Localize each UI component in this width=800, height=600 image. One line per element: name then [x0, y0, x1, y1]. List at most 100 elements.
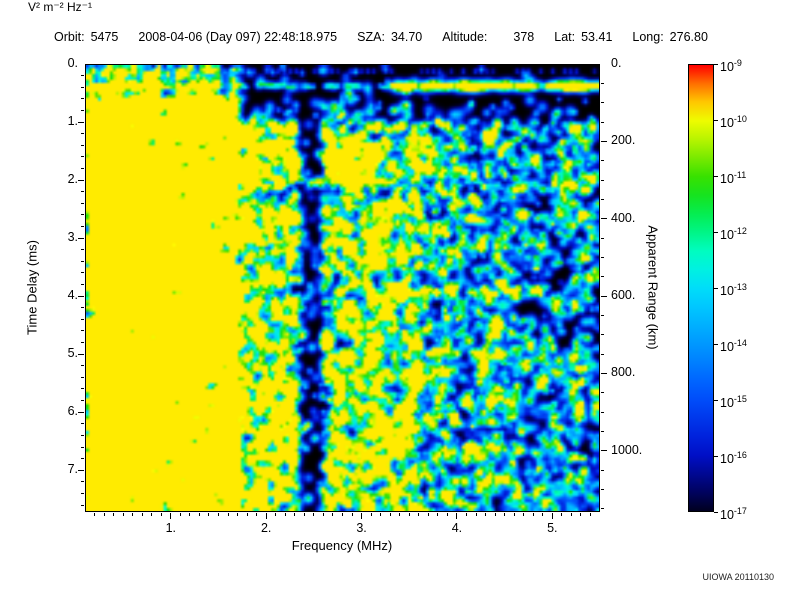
y-tick: [81, 434, 84, 436]
x-tick: [113, 513, 115, 516]
x-tick: [122, 513, 124, 516]
spectrogram-plot: [85, 64, 600, 512]
y2-tick: [601, 314, 604, 316]
x-tick: [427, 513, 429, 516]
x-tick: [151, 513, 153, 516]
y-axis-title-left: Time Delay (ms): [24, 240, 40, 335]
x-tick: [313, 513, 315, 516]
y-tick: [81, 260, 84, 262]
x-tick: [303, 513, 305, 516]
y2-tick: [601, 179, 604, 181]
colorbar-tick-label: 10-17: [720, 506, 747, 523]
y-tick: [81, 202, 84, 204]
y-tick-label: 4.: [67, 288, 78, 303]
y-tick: [81, 481, 84, 483]
x-tick: [94, 513, 96, 516]
y2-tick: [601, 121, 604, 123]
y-tick: [81, 249, 84, 251]
y2-tick: [601, 198, 604, 200]
colorbar: [688, 64, 714, 512]
y2-tick: [601, 372, 607, 374]
altitude-label: Altitude:: [442, 30, 488, 44]
x-tick: [237, 513, 239, 516]
y-tick-label: 0.: [67, 56, 78, 70]
x-tick: [589, 513, 591, 516]
y2-tick-label: 1000.: [611, 442, 643, 457]
colorbar-tick-label: 10-16: [720, 450, 747, 467]
spectrogram-canvas: [86, 65, 599, 511]
x-axis-title: Frequency (MHz): [291, 538, 393, 553]
x-tick: [256, 513, 258, 516]
y-tick: [81, 376, 84, 378]
x-tick: [361, 513, 363, 519]
colorbar-tick-label: 10-10: [720, 114, 747, 131]
y-tick: [81, 458, 84, 460]
x-tick: [418, 513, 420, 516]
colorbar-tick-label: 10-14: [720, 338, 747, 355]
y-tick: [81, 446, 84, 448]
x-tick-label: 4.: [451, 521, 463, 535]
y2-tick-label: 0.: [611, 56, 622, 70]
x-tick: [437, 513, 439, 516]
y2-tick-label: 400.: [611, 210, 636, 225]
y2-tick: [601, 237, 604, 239]
y-tick: [81, 492, 84, 494]
y-tick: [78, 237, 84, 239]
x-tick: [265, 513, 267, 519]
x-tick: [380, 513, 382, 516]
x-tick: [351, 513, 353, 516]
y2-tick: [601, 276, 604, 278]
y-tick: [81, 388, 84, 390]
x-tick: [408, 513, 410, 516]
datetime-field: 2008-04-06 (Day 097) 22:48:18.975: [138, 30, 337, 44]
y-tick-label: 6.: [67, 404, 78, 419]
x-tick-label: 5.: [547, 521, 558, 535]
y2-tick: [601, 450, 607, 452]
x-tick: [494, 513, 496, 516]
x-tick: [132, 513, 134, 516]
x-tick: [284, 513, 286, 516]
metadata-header: Orbit: 5475 2008-04-06 (Day 097) 22:48:1…: [54, 30, 708, 44]
y-tick: [78, 411, 84, 413]
y-tick: [81, 75, 84, 77]
lat-label: Lat:: [554, 30, 576, 44]
x-tick: [446, 513, 448, 516]
colorbar-units-label: V² m⁻² Hz⁻¹: [28, 0, 92, 14]
y-tick: [78, 353, 84, 355]
y-tick: [81, 272, 84, 274]
y-tick-label: 5.: [67, 346, 78, 361]
x-tick: [456, 513, 458, 519]
colorbar-tick: [714, 175, 718, 177]
x-tick: [189, 513, 191, 516]
long-label: Long:: [632, 30, 664, 44]
y-tick-label: 2.: [67, 172, 78, 187]
y2-tick-label: 800.: [611, 365, 636, 380]
x-tick: [485, 513, 487, 516]
x-tick: [198, 513, 200, 516]
y-tick: [81, 307, 84, 309]
x-tick: [227, 513, 229, 516]
colorbar-tick: [714, 231, 718, 233]
colorbar-tick: [714, 399, 718, 401]
y-tick: [81, 133, 84, 135]
colorbar-tick: [714, 63, 718, 65]
y-tick: [81, 365, 84, 367]
y-tick: [81, 318, 84, 320]
y-tick: [78, 179, 84, 181]
y2-tick: [601, 140, 607, 142]
y-tick: [81, 167, 84, 169]
altitude-field: Altitude: 378: [442, 30, 534, 44]
y2-tick: [601, 411, 604, 413]
y2-tick: [601, 160, 604, 162]
long-value: 276.80: [669, 30, 708, 44]
y-tick: [78, 121, 84, 123]
y-tick: [81, 284, 84, 286]
x-tick-label: 3.: [356, 521, 367, 535]
x-tick: [170, 513, 172, 519]
y-tick-label: 1.: [67, 114, 78, 129]
x-tick: [523, 513, 525, 516]
y2-tick: [601, 353, 604, 355]
y2-tick-label: 200.: [611, 133, 636, 148]
y-tick: [81, 423, 84, 425]
